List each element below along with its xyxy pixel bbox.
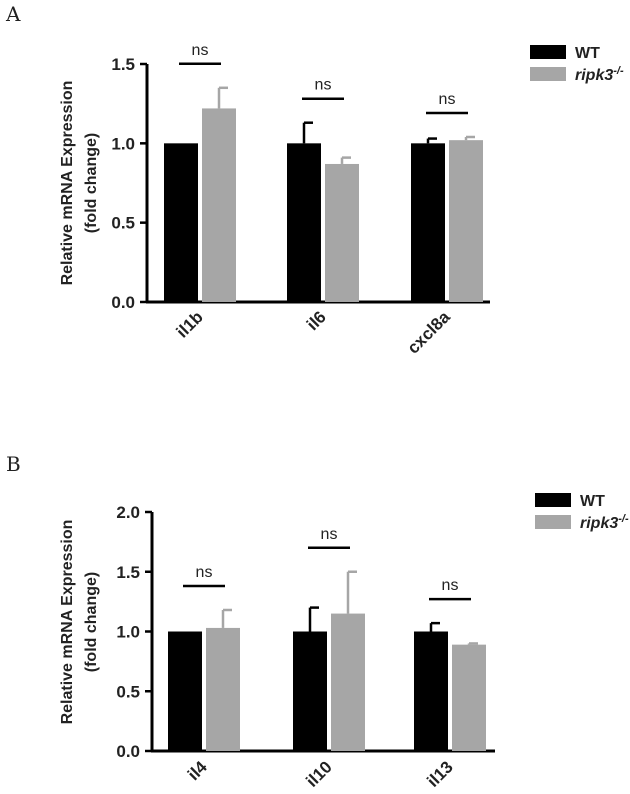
bar [452,644,486,751]
bar [287,143,321,302]
y-axis-label: Relative mRNA Expression [59,520,76,725]
y-tick-label: 1.0 [116,623,140,642]
bar [325,163,359,302]
y-axis-label-line2: (fold change) [83,572,100,672]
significance-label: ns [315,77,332,94]
x-tick-label: il13 [423,757,456,790]
legend-swatch [530,45,566,59]
y-axis-label-line2: (fold change) [83,133,100,233]
significance-label: ns [439,91,456,108]
legend-label: ripk3-/- [580,513,629,532]
significance-label: ns [442,577,459,594]
bar [293,631,327,751]
y-axis-label-group: Relative mRNA Expression [59,520,76,725]
y-axis-label: Relative mRNA Expression [59,81,76,286]
legend-label: WT [580,493,605,510]
bar [168,631,202,751]
bar [202,108,236,302]
legend-swatch [535,515,571,529]
bar [414,631,448,751]
y-tick-label: 1.0 [111,134,135,153]
y-tick-label: 2.0 [116,503,140,522]
legend-superscript: -/- [613,65,624,77]
y-axis-label-group-2: (fold change) [83,133,100,233]
bar [411,143,445,302]
bar [331,613,365,751]
y-axis-label-group: Relative mRNA Expression [59,81,76,286]
y-tick-label: 1.5 [116,563,140,582]
bar [164,143,198,302]
x-tick-label: il4 [184,757,211,784]
y-tick-label: 0.5 [111,214,135,233]
y-tick-label: 0.5 [116,682,140,701]
significance-label: ns [321,526,338,543]
y-tick-label: 0.0 [116,742,140,761]
y-tick-label: 0.0 [111,293,135,312]
x-tick-label: il10 [302,757,335,790]
legend-swatch [535,493,571,507]
y-axis-label-group-2: (fold change) [83,572,100,672]
legend-label: ripk3-/- [575,65,624,84]
bar [206,627,240,751]
panel-letter-a: A [6,2,21,26]
legend-superscript: -/- [618,513,629,525]
significance-label: ns [196,564,213,581]
y-tick-label: 1.5 [111,55,135,74]
significance-label: ns [192,42,209,59]
legend-label: WT [575,45,600,62]
panel-letter-b: B [6,452,21,476]
legend-swatch [530,67,566,81]
bar [449,140,483,302]
